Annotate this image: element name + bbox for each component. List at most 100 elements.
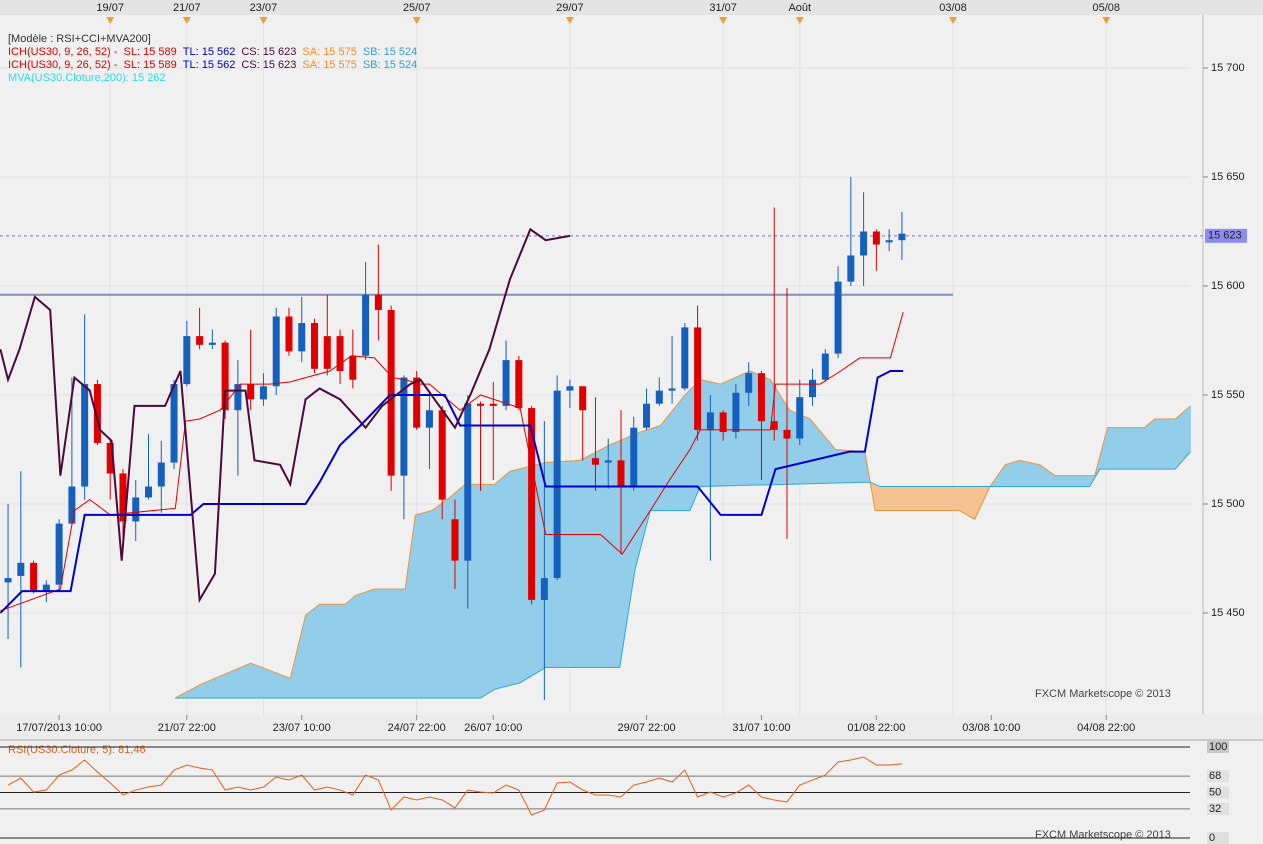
top-tick-marker	[412, 17, 421, 24]
candle-body	[515, 360, 523, 409]
candle-body	[898, 233, 906, 241]
candle-body	[336, 336, 344, 371]
y-tick-label: 15 450	[1211, 607, 1245, 619]
legend-entry: TL: 15 562	[182, 46, 236, 58]
candle-body	[221, 342, 229, 411]
last-price-box	[1205, 228, 1247, 243]
watermark: FXCM Marketscope © 2013	[1035, 829, 1171, 841]
legend-entry: SA: 15 575	[302, 46, 357, 58]
candle-body	[502, 360, 510, 406]
y-tick-label: 15 500	[1211, 498, 1245, 510]
candle-body	[860, 231, 868, 256]
candle-body	[477, 403, 485, 406]
candle-body	[706, 412, 714, 430]
x-tick-label: 31/07 10:00	[732, 722, 790, 734]
top-tick-label: 05/08	[1092, 2, 1120, 14]
candle-body	[809, 379, 817, 398]
legend-entry: CS: 15 623	[241, 59, 297, 71]
candle-body	[93, 384, 101, 443]
watermark: FXCM Marketscope © 2013	[1035, 688, 1171, 700]
top-strip	[0, 0, 1263, 15]
top-tick-label: 19/07	[96, 2, 124, 14]
candle-body	[374, 294, 382, 310]
candle-body	[540, 578, 548, 600]
x-tick-label: 26/07 10:00	[464, 722, 522, 734]
candle-body	[757, 373, 765, 422]
candle-body	[157, 462, 165, 487]
candle-body	[796, 397, 804, 439]
y-tick-label: 0	[1209, 832, 1215, 844]
candle-body	[770, 421, 778, 430]
candle-body	[298, 323, 306, 352]
candle-body	[311, 323, 319, 369]
candle-body	[247, 384, 255, 400]
candle-body	[387, 309, 395, 476]
top-tick-marker	[719, 17, 728, 24]
rsi-tick-box	[1207, 770, 1229, 783]
x-tick-label: 29/07 22:00	[617, 722, 675, 734]
candle-body	[732, 392, 740, 433]
legend-entry: TL: 15 562	[182, 59, 236, 71]
top-tick-marker	[948, 17, 957, 24]
candle-body	[834, 281, 842, 354]
candle-body	[745, 373, 753, 393]
indicator-line	[0, 227, 571, 604]
candle-body	[145, 486, 153, 498]
y-tick-label: 15 550	[1211, 389, 1245, 401]
candle-body	[362, 294, 370, 356]
candle-body	[55, 523, 63, 585]
x-tick-label: 23/07 10:00	[273, 722, 331, 734]
y-tick-label: 15 600	[1211, 280, 1245, 292]
cloud-bullish	[175, 370, 1191, 698]
rsi-line	[7, 756, 902, 816]
top-tick-label: 25/07	[403, 2, 431, 14]
candle-body	[349, 355, 357, 380]
candle-body	[655, 390, 663, 404]
rsi-tick-box	[1207, 741, 1229, 753]
legend-entry: ICH(US30, 9, 26, 52) - SL: 15 589	[8, 59, 177, 71]
y-tick-label: 50	[1209, 786, 1221, 798]
legend-entry: SB: 15 524	[362, 59, 418, 71]
top-tick-label: 03/08	[939, 2, 967, 14]
candle-body	[272, 316, 280, 387]
top-tick-marker	[1102, 17, 1111, 24]
rsi-tick-box	[1207, 832, 1229, 844]
top-tick-label: 29/07	[556, 2, 584, 14]
candle-body	[489, 403, 497, 406]
candle-body	[847, 255, 855, 282]
candle-body	[323, 336, 331, 369]
indicator-line	[0, 369, 904, 614]
top-tick-label: 31/07	[709, 2, 737, 14]
candle-body	[566, 386, 574, 391]
candle-body	[81, 384, 89, 487]
candle-body	[872, 231, 880, 245]
legend-row: ICH(US30, 9, 26, 52) - SL: 15 589 TL: 15 …	[8, 46, 423, 59]
legend-entry: [Modèle : RSI+CCI+MVA200]	[8, 33, 151, 45]
senkou-b-line	[175, 451, 1191, 699]
legend-entry: ICH(US30, 9, 26, 52) - SL: 15 589	[8, 46, 177, 58]
legend-entry: SB: 15 524	[362, 46, 418, 58]
candle-body	[4, 578, 12, 583]
candle-body	[591, 458, 599, 465]
x-tick-label: 24/07 22:00	[388, 722, 446, 734]
rsi-title: RSI(US30.Cloture, 5): 81,46	[8, 744, 146, 756]
rsi-tick-box	[1207, 802, 1229, 815]
candle-body	[170, 384, 178, 463]
x-tick-label: 17/07/2013 10:00	[16, 722, 102, 734]
candle-body	[630, 427, 638, 487]
candle-body	[17, 562, 25, 576]
candle-body	[42, 584, 50, 592]
last-price-label: 15 623	[1208, 230, 1242, 242]
candle-body	[413, 377, 421, 428]
candle-body	[553, 390, 561, 579]
candle-body	[579, 386, 587, 411]
candle-body	[464, 403, 472, 561]
candle-body	[438, 410, 446, 500]
cloud-bearish	[869, 481, 991, 520]
x-tick-label: 03/08 10:00	[962, 722, 1020, 734]
x-tick-label: 01/08 22:00	[847, 722, 905, 734]
top-tick-label: 21/07	[173, 2, 201, 14]
y-tick-label: 15 650	[1211, 171, 1245, 183]
